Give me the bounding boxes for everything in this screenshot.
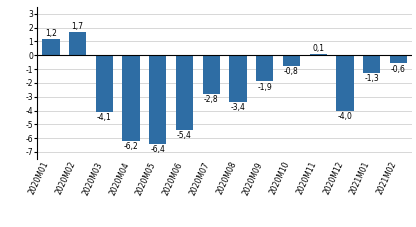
Bar <box>363 55 380 73</box>
Text: 1,2: 1,2 <box>45 29 57 37</box>
Text: -0,8: -0,8 <box>284 67 299 76</box>
Text: 0,1: 0,1 <box>312 44 324 53</box>
Bar <box>122 55 140 141</box>
Bar <box>283 55 300 66</box>
Bar <box>96 55 113 112</box>
Text: -6,2: -6,2 <box>124 142 139 151</box>
Text: -6,4: -6,4 <box>150 145 165 154</box>
Bar <box>69 32 86 55</box>
Text: -4,1: -4,1 <box>97 113 111 122</box>
Bar <box>310 54 327 55</box>
Text: -4,0: -4,0 <box>337 112 352 121</box>
Text: -1,9: -1,9 <box>258 83 272 91</box>
Bar <box>203 55 220 94</box>
Text: -1,3: -1,3 <box>364 74 379 83</box>
Text: -0,6: -0,6 <box>391 65 406 74</box>
Text: -5,4: -5,4 <box>177 131 192 140</box>
Bar <box>42 39 59 55</box>
Bar <box>149 55 166 144</box>
Text: -2,8: -2,8 <box>204 95 218 104</box>
Text: 1,7: 1,7 <box>72 22 84 31</box>
Bar <box>336 55 354 111</box>
Bar <box>390 55 407 64</box>
Bar <box>256 55 273 81</box>
Text: -3,4: -3,4 <box>230 103 245 112</box>
Bar <box>229 55 247 102</box>
Bar <box>176 55 193 130</box>
